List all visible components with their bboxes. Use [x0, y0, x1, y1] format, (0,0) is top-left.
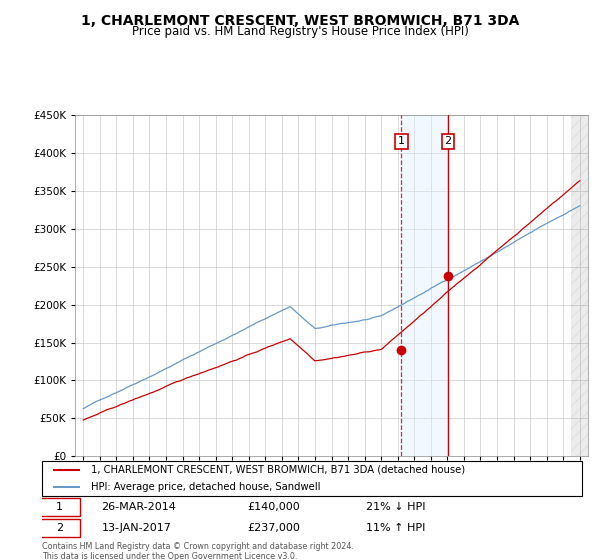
Text: Contains HM Land Registry data © Crown copyright and database right 2024.
This d: Contains HM Land Registry data © Crown c… [42, 542, 354, 560]
Text: £237,000: £237,000 [247, 523, 300, 533]
Text: 2: 2 [445, 137, 452, 146]
Bar [401, 115, 448, 456]
Text: 1: 1 [56, 502, 63, 512]
Text: 13-JAN-2017: 13-JAN-2017 [101, 523, 171, 533]
Text: 1, CHARLEMONT CRESCENT, WEST BROMWICH, B71 3DA: 1, CHARLEMONT CRESCENT, WEST BROMWICH, B… [81, 14, 519, 28]
Text: 1: 1 [398, 137, 405, 146]
FancyBboxPatch shape [40, 498, 80, 516]
FancyBboxPatch shape [40, 520, 80, 537]
Text: 2: 2 [56, 523, 63, 533]
Text: Price paid vs. HM Land Registry's House Price Index (HPI): Price paid vs. HM Land Registry's House … [131, 25, 469, 38]
Text: 21% ↓ HPI: 21% ↓ HPI [366, 502, 425, 512]
Text: 1, CHARLEMONT CRESCENT, WEST BROMWICH, B71 3DA (detached house): 1, CHARLEMONT CRESCENT, WEST BROMWICH, B… [91, 465, 465, 474]
Text: £140,000: £140,000 [247, 502, 300, 512]
Text: 26-MAR-2014: 26-MAR-2014 [101, 502, 176, 512]
Text: 11% ↑ HPI: 11% ↑ HPI [366, 523, 425, 533]
Text: HPI: Average price, detached house, Sandwell: HPI: Average price, detached house, Sand… [91, 482, 320, 492]
FancyBboxPatch shape [42, 461, 582, 496]
